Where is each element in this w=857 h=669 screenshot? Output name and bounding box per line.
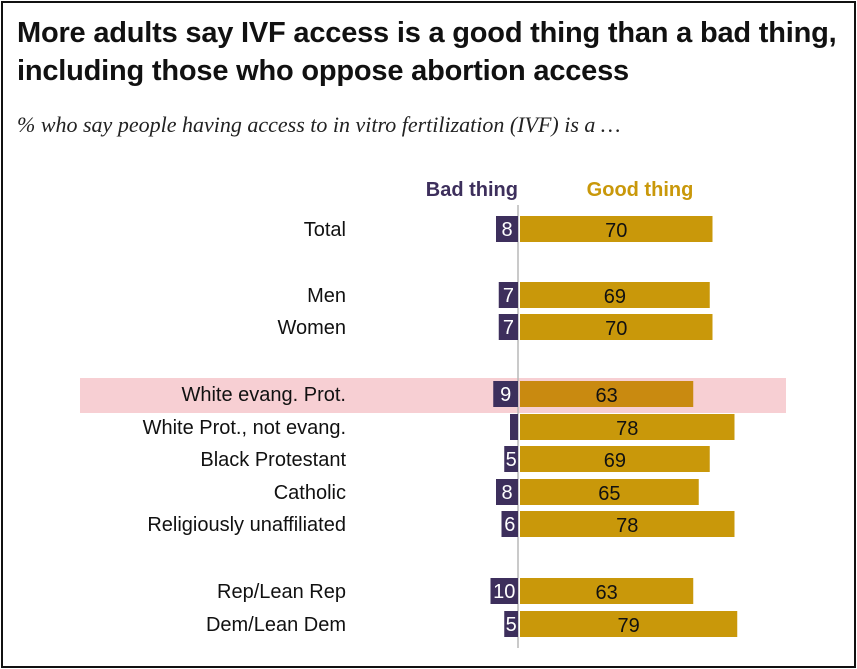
category-label: Catholic [274,482,346,504]
data-label-good: 69 [604,286,626,308]
data-label-bad: 9 [500,384,511,406]
category-label: White evang. Prot. [181,384,346,406]
data-label-good: 63 [596,385,618,407]
data-label-bad: 5 [506,449,517,471]
bar-bad-thing [504,446,518,472]
bar-good-thing [520,446,710,472]
bar-good-thing [520,414,735,440]
bar-bad-thing [490,578,518,604]
data-label-good: 70 [605,220,627,242]
bar-bad-thing [493,381,518,407]
bar-good-thing [520,381,694,407]
category-label: Total [304,219,346,241]
bar-bad-thing [501,511,518,537]
bar-good-thing [520,282,710,308]
bar-bad-thing [498,282,518,308]
data-label-bad: 8 [501,219,512,241]
bar-bad-thing [504,611,518,637]
data-label-bad: 8 [501,482,512,504]
data-label-good: 63 [596,582,618,604]
data-label-good: 78 [616,418,638,440]
data-label-bad: 7 [503,285,514,307]
category-label: Women [277,317,346,339]
bar-bad-thing [510,414,518,440]
data-label-bad: 7 [503,317,514,339]
category-label: Religiously unaffiliated [147,514,346,536]
bar-good-thing [520,578,694,604]
bar-good-thing [520,479,699,505]
bar-good-thing [520,216,713,242]
data-label-bad: 6 [504,514,515,536]
chart-subtitle: % who say people having access to in vit… [17,112,621,137]
bar-good-thing [520,611,738,637]
category-label: Men [307,285,346,307]
category-label: Rep/Lean Rep [217,581,346,603]
category-label: Dem/Lean Dem [206,614,346,636]
category-label: White Prot., not evang. [143,417,346,439]
legend-good-thing: Good thing [587,179,694,201]
data-label-bad: 10 [493,581,515,603]
data-label-good: 78 [616,515,638,537]
legend-bad-thing: Bad thing [426,179,518,201]
category-label: Black Protestant [200,449,346,471]
bar-bad-thing [496,216,518,242]
bar-good-thing [520,314,713,340]
bar-bad-thing [498,314,518,340]
bar-bad-thing [496,479,518,505]
data-label-bad: 5 [506,614,517,636]
chart-title: More adults say IVF access is a good thi… [17,17,837,87]
data-label-good: 69 [604,450,626,472]
data-label-good: 70 [605,318,627,340]
bar-good-thing [520,511,735,537]
data-label-good: 65 [598,483,620,505]
data-label-good: 79 [618,615,640,637]
